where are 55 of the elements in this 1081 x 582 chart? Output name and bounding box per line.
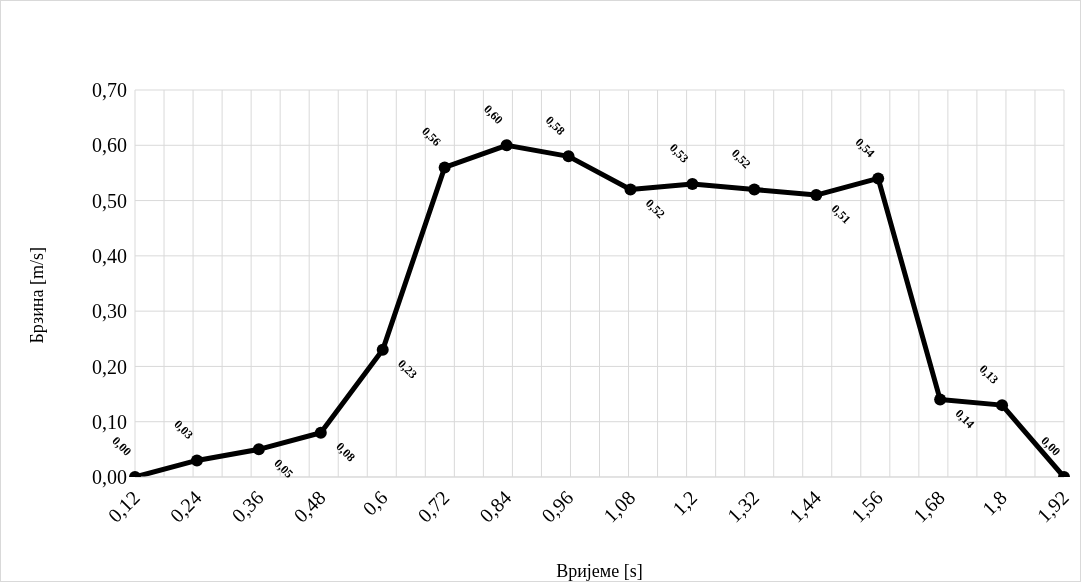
x-tick-label: 1,56: [846, 486, 888, 527]
point: [190, 454, 203, 467]
x-tick-label: 0,84: [475, 486, 516, 527]
x-tick-label: 0,6: [358, 486, 392, 520]
data-label: 0,14: [952, 406, 978, 432]
point: [252, 443, 265, 456]
data-label: 0,58: [542, 113, 568, 138]
data-label: 0,08: [333, 439, 358, 465]
y-tick-label: 0,30: [92, 300, 127, 323]
x-tick-label: 1,8: [977, 486, 1011, 520]
point: [376, 343, 389, 356]
y-tick-label: 0,70: [92, 79, 127, 102]
x-axis-title: Вријеме [s]: [556, 561, 643, 581]
x-tick-label: 1,92: [1032, 486, 1073, 527]
y-tick-label: 0,40: [92, 244, 127, 267]
y-axis-title: Брзина [m/s]: [27, 247, 48, 344]
data-label: 0,52: [642, 196, 668, 222]
point: [438, 161, 451, 174]
point: [934, 393, 947, 406]
point: [500, 139, 513, 152]
x-tick-label: 0,36: [227, 486, 268, 527]
data-label: 0,03: [171, 417, 197, 442]
data-label: 0,23: [395, 356, 420, 382]
y-tick-label: 0,00: [92, 466, 127, 489]
x-tick-label: 1,2: [667, 486, 702, 520]
point: [314, 426, 327, 439]
y-tick-label: 0,20: [92, 355, 127, 378]
x-tick-label: 0,72: [413, 486, 454, 527]
x-tick-label: 0,12: [103, 486, 144, 527]
x-tick-label: 0,96: [537, 486, 578, 527]
point: [748, 183, 761, 196]
y-tick-label: 0,50: [92, 189, 127, 212]
x-tick-label: 0,48: [289, 486, 330, 527]
x-tick-label: 1,32: [722, 486, 764, 527]
point: [624, 183, 637, 196]
x-tick-label: 1,68: [908, 486, 949, 527]
x-tick-label: 1,08: [598, 486, 640, 527]
point: [996, 399, 1009, 412]
data-label: 0,13: [976, 361, 1002, 387]
y-tick-label: 0,60: [92, 134, 127, 157]
x-tick-label: 1,44: [784, 486, 826, 527]
x-tick-label: 0,24: [165, 486, 206, 527]
point: [810, 189, 823, 202]
data-label: 0,60: [481, 102, 506, 127]
data-label: 0,53: [666, 140, 692, 166]
data-label: 0,52: [728, 146, 754, 172]
data-label: 0,00: [1038, 433, 1064, 459]
y-tick-label: 0,10: [92, 410, 127, 433]
point: [686, 177, 699, 190]
data-label: 0,51: [828, 201, 854, 227]
data-label: 0,05: [271, 456, 297, 481]
point: [562, 150, 575, 163]
data-label: 0,56: [419, 124, 444, 149]
point: [872, 172, 885, 185]
data-label: 0,54: [852, 135, 878, 160]
